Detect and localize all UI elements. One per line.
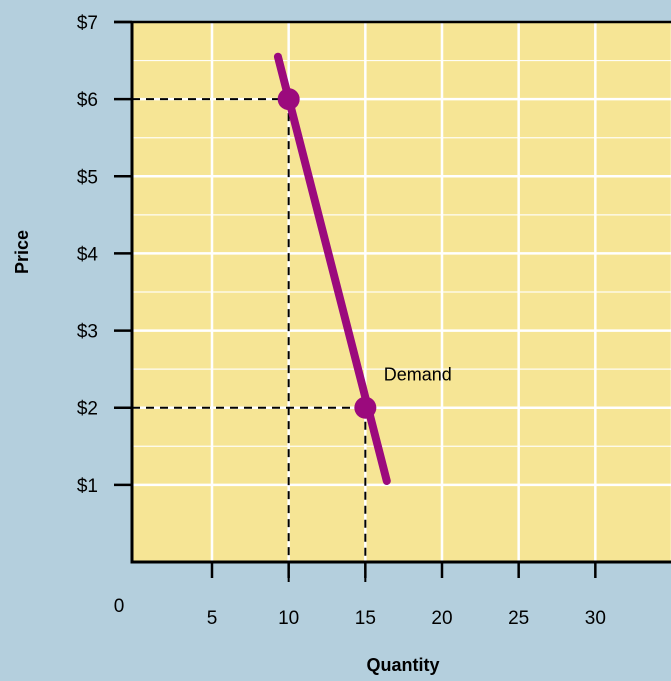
x-tick-label: 25 bbox=[508, 608, 529, 629]
x-tick-label: 20 bbox=[431, 608, 452, 629]
x-tick-label: 5 bbox=[207, 608, 218, 629]
y-tick-label: $7 bbox=[77, 13, 98, 34]
y-tick-label: $2 bbox=[77, 399, 98, 420]
x-tick-label: 15 bbox=[355, 608, 376, 629]
demand-point bbox=[277, 88, 300, 111]
axes bbox=[114, 20, 671, 578]
labels-layer: 5 10 15 20 25 30 $1 $2 $3 $4 $5 $6 $7 Demand bbox=[77, 13, 606, 629]
x-axis-title: Quantity bbox=[366, 655, 439, 675]
y-tick-label: $6 bbox=[77, 90, 98, 111]
x-tick-label: 30 bbox=[585, 608, 606, 629]
y-tick-label: $1 bbox=[77, 476, 98, 497]
demand-annotation: Demand bbox=[384, 365, 452, 385]
origin-label: 0 bbox=[114, 596, 125, 617]
y-tick-label: $5 bbox=[77, 167, 98, 188]
guide-lines bbox=[132, 98, 367, 582]
y-axis-title: Price bbox=[12, 230, 32, 274]
demand-point bbox=[354, 396, 377, 419]
x-tick-label: 10 bbox=[278, 608, 299, 629]
series-layer bbox=[273, 52, 391, 485]
y-tick-label: $3 bbox=[77, 322, 98, 343]
y-tick-label: $4 bbox=[77, 244, 99, 265]
